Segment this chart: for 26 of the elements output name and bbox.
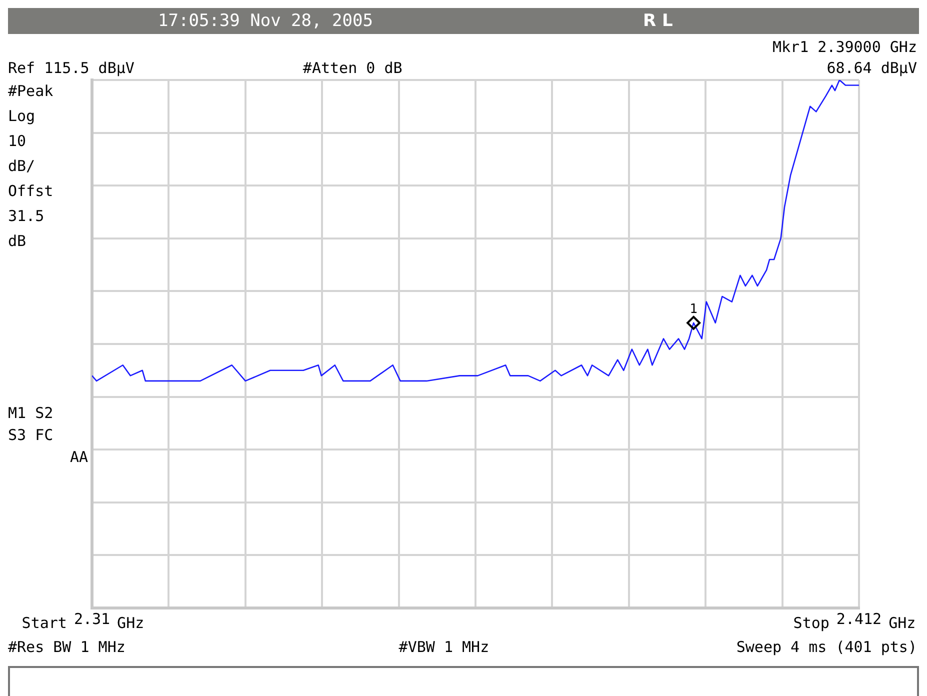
text: Log [8, 107, 36, 125]
text: 68.64 dBμV [826, 59, 917, 77]
text: R L [643, 10, 673, 33]
text: #Res BW 1 MHz [8, 638, 126, 656]
text: Stop [793, 614, 830, 632]
text: dB/ [8, 157, 36, 175]
text: Start [22, 614, 67, 632]
annotation: 1 [690, 302, 698, 317]
text: Mkr1 2.39000 GHz [772, 38, 917, 56]
text: 31.5 [8, 207, 44, 225]
x-tick-label: 2.31 [74, 610, 110, 628]
text: GHz [888, 614, 916, 632]
x-tick-label: 2.412 [836, 610, 882, 628]
text: 10 [8, 132, 26, 150]
text: GHz [117, 614, 144, 632]
text: Offst [8, 182, 54, 200]
text: dB [8, 232, 26, 250]
text: S3 FC [8, 426, 54, 444]
text: 17:05:39 Nov 28, 2005 [158, 10, 373, 33]
text: AA [70, 448, 88, 466]
text: Ref 115.5 dBμV [8, 59, 134, 77]
text: #Atten 0 dB [302, 59, 402, 77]
text: #VBW 1 MHz [398, 638, 490, 656]
text: M1 S2 [8, 404, 54, 422]
text: Sweep 4 ms (401 pts) [736, 638, 917, 656]
text: #Peak [8, 82, 54, 100]
